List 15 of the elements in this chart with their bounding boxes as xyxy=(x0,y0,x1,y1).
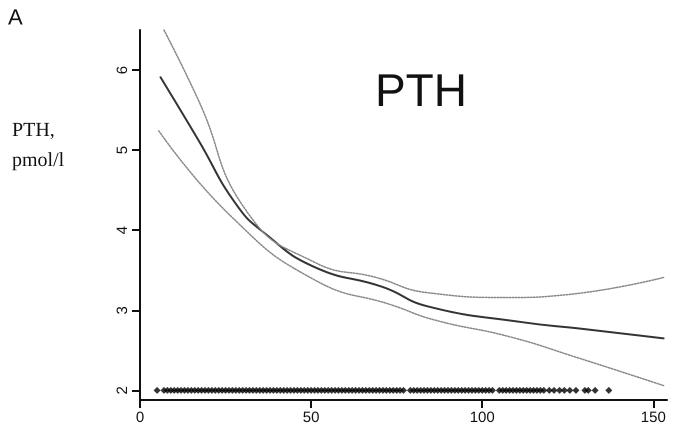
y-tick-label: 6 xyxy=(114,66,131,74)
text: PTH xyxy=(375,64,467,116)
line-series xyxy=(160,76,665,340)
x-tick-label: 100 xyxy=(470,409,495,426)
y-tick-label: 5 xyxy=(114,146,131,154)
text: A xyxy=(8,4,23,30)
x-tick-label: 150 xyxy=(640,409,666,426)
y-tick-label: 3 xyxy=(114,306,131,314)
x-tick-label: 0 xyxy=(136,409,144,426)
line-series xyxy=(163,29,664,298)
y-axis-title: PTH, pmol/l xyxy=(12,119,65,171)
y-tick-label: 2 xyxy=(114,386,131,395)
x-tick-label: 50 xyxy=(302,409,320,426)
line-series xyxy=(158,130,664,386)
y-tick-label: 4 xyxy=(114,226,131,234)
